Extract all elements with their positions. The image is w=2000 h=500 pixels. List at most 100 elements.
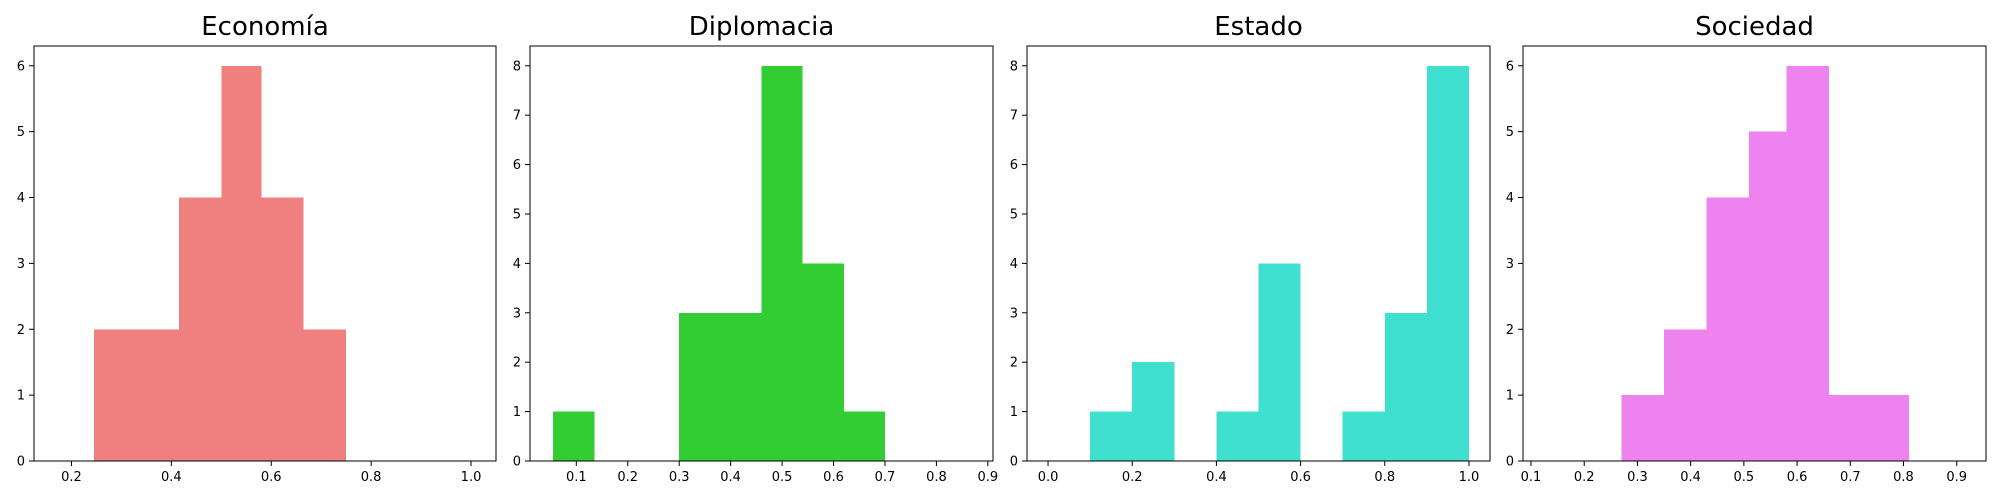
- axes-frame-estado: [1026, 45, 1491, 462]
- bar-sociedad-1: [1664, 329, 1707, 461]
- x-tick-label-diplomacia-1: 0.2: [617, 470, 638, 485]
- x-tick-label-diplomacia-0: 0.1: [566, 470, 587, 485]
- y-tick-label-diplomacia-7: 7: [513, 109, 521, 124]
- y-tick-label-diplomacia-6: 6: [513, 158, 521, 173]
- bar-estado-7: [1384, 312, 1427, 461]
- bar-diplomacia-0: [553, 411, 595, 461]
- x-tick-label-economia-1: 0.4: [161, 470, 182, 485]
- x-tick-label-economia-4: 1.0: [461, 470, 482, 485]
- y-tick-label-estado-1: 1: [1010, 405, 1018, 420]
- y-tick-label-diplomacia-3: 3: [513, 306, 521, 321]
- axes-frame-economia: [33, 45, 497, 462]
- x-tick-label-sociedad-6: 0.7: [1840, 470, 1861, 485]
- bar-economia-0: [93, 329, 137, 461]
- y-tick-label-estado-8: 8: [1010, 59, 1018, 74]
- y-tick-label-economia-3: 3: [17, 257, 25, 272]
- y-tick-label-economia-5: 5: [17, 125, 25, 140]
- y-tick-label-diplomacia-1: 1: [513, 405, 521, 420]
- panel-economia: 0.2 0.4 0.6 0.8 1.0 0 1 2 3 4 5 6 Economía: [17, 12, 497, 485]
- y-tick-label-estado-4: 4: [1010, 257, 1018, 272]
- bar-diplomacia-3: [679, 312, 721, 461]
- panel-title-estado: Estado: [1214, 12, 1303, 42]
- y-tick-label-economia-6: 6: [17, 59, 25, 74]
- x-tick-label-diplomacia-6: 0.7: [875, 470, 896, 485]
- y-tick-label-estado-2: 2: [1010, 356, 1018, 371]
- y-tick-label-sociedad-2: 2: [1506, 323, 1514, 338]
- panel-title-diplomacia: Diplomacia: [689, 12, 835, 42]
- y-tick-label-diplomacia-5: 5: [513, 207, 521, 222]
- panel-diplomacia: 0.1 0.2 0.3 0.4 0.5 0.6 0.7 0.8 0.9 0 1 2 3 4 5 6 7 8 Dipl…: [513, 12, 998, 485]
- x-tick-label-sociedad-8: 0.9: [1946, 470, 1967, 485]
- y-tick-label-sociedad-5: 5: [1506, 125, 1514, 140]
- x-tick-label-estado-0: 0.0: [1038, 470, 1059, 485]
- x-tick-label-sociedad-7: 0.8: [1893, 470, 1914, 485]
- bar-sociedad-0: [1621, 395, 1665, 461]
- x-tick-label-estado-4: 0.8: [1374, 470, 1395, 485]
- y-tick-label-sociedad-4: 4: [1506, 191, 1514, 206]
- bar-diplomacia-4: [720, 312, 762, 461]
- x-tick-label-sociedad-3: 0.4: [1680, 470, 1701, 485]
- x-tick-label-economia-3: 0.8: [361, 470, 382, 485]
- y-tick-label-estado-6: 6: [1010, 158, 1018, 173]
- panel-estado: 0.0 0.2 0.4 0.6 0.8 1.0 0 1 2 3 4 5 6 7 8 Estado: [1010, 12, 1491, 485]
- y-tick-label-diplomacia-8: 8: [513, 59, 521, 74]
- bar-economia-4: [261, 197, 304, 461]
- x-tick-label-sociedad-5: 0.6: [1787, 470, 1808, 485]
- x-tick-label-estado-3: 0.6: [1290, 470, 1311, 485]
- x-tick-label-estado-5: 1.0: [1459, 470, 1480, 485]
- x-tick-label-diplomacia-7: 0.8: [926, 470, 947, 485]
- bar-estado-0: [1090, 411, 1133, 461]
- y-tick-label-sociedad-6: 6: [1506, 59, 1514, 74]
- bar-estado-6: [1342, 411, 1385, 461]
- y-tick-label-economia-4: 4: [17, 191, 25, 206]
- y-tick-label-diplomacia-4: 4: [513, 257, 521, 272]
- x-tick-label-economia-0: 0.2: [61, 470, 82, 485]
- bar-sociedad-5: [1829, 395, 1872, 461]
- x-tick-label-sociedad-4: 0.5: [1734, 470, 1755, 485]
- y-tick-label-sociedad-1: 1: [1506, 389, 1514, 404]
- x-tick-label-estado-2: 0.4: [1206, 470, 1227, 485]
- bar-economia-3: [221, 65, 262, 461]
- axes-frame-sociedad: [1522, 45, 1987, 462]
- y-tick-label-economia-1: 1: [17, 389, 25, 404]
- x-tick-label-sociedad-2: 0.3: [1627, 470, 1648, 485]
- panel-title-sociedad: Sociedad: [1695, 12, 1814, 42]
- bar-estado-4: [1258, 263, 1301, 461]
- axes-frame-diplomacia: [529, 45, 994, 462]
- bar-estado-8: [1426, 65, 1469, 461]
- x-tick-label-diplomacia-8: 0.9: [978, 470, 999, 485]
- panel-sociedad: 0.1 0.2 0.3 0.4 0.5 0.6 0.7 0.8 0.9 0 1 2 3 4 5 6 Socied…: [1506, 12, 1987, 485]
- y-tick-label-estado-5: 5: [1010, 207, 1018, 222]
- y-tick-label-diplomacia-0: 0: [513, 455, 521, 470]
- bar-diplomacia-5: [761, 65, 803, 461]
- y-tick-label-economia-2: 2: [17, 323, 25, 338]
- x-tick-label-diplomacia-3: 0.4: [720, 470, 741, 485]
- x-tick-label-sociedad-1: 0.2: [1574, 470, 1595, 485]
- y-tick-label-estado-3: 3: [1010, 306, 1018, 321]
- bar-diplomacia-6: [802, 263, 844, 461]
- x-tick-label-economia-2: 0.6: [261, 470, 282, 485]
- y-tick-label-sociedad-0: 0: [1506, 455, 1514, 470]
- y-tick-label-sociedad-3: 3: [1506, 257, 1514, 272]
- x-tick-label-diplomacia-5: 0.6: [823, 470, 844, 485]
- x-tick-label-sociedad-0: 0.1: [1521, 470, 1542, 485]
- bar-sociedad-4: [1786, 65, 1830, 461]
- y-tick-label-economia-0: 0: [17, 455, 25, 470]
- y-tick-label-estado-0: 0: [1010, 455, 1018, 470]
- bar-economia-2: [178, 197, 222, 461]
- bar-sociedad-6: [1871, 395, 1909, 461]
- x-tick-label-estado-1: 0.2: [1122, 470, 1143, 485]
- bar-economia-5: [303, 329, 347, 461]
- x-tick-label-diplomacia-2: 0.3: [669, 470, 690, 485]
- panel-title-economia: Economía: [201, 12, 329, 42]
- y-tick-label-diplomacia-2: 2: [513, 356, 521, 371]
- bar-estado-1: [1132, 362, 1175, 461]
- bar-sociedad-2: [1706, 197, 1750, 461]
- x-tick-label-diplomacia-4: 0.5: [772, 470, 793, 485]
- y-tick-label-estado-7: 7: [1010, 109, 1018, 124]
- bar-diplomacia-7: [843, 411, 885, 461]
- bar-sociedad-3: [1749, 131, 1787, 461]
- bar-estado-3: [1216, 411, 1259, 461]
- bar-economia-1: [136, 329, 179, 461]
